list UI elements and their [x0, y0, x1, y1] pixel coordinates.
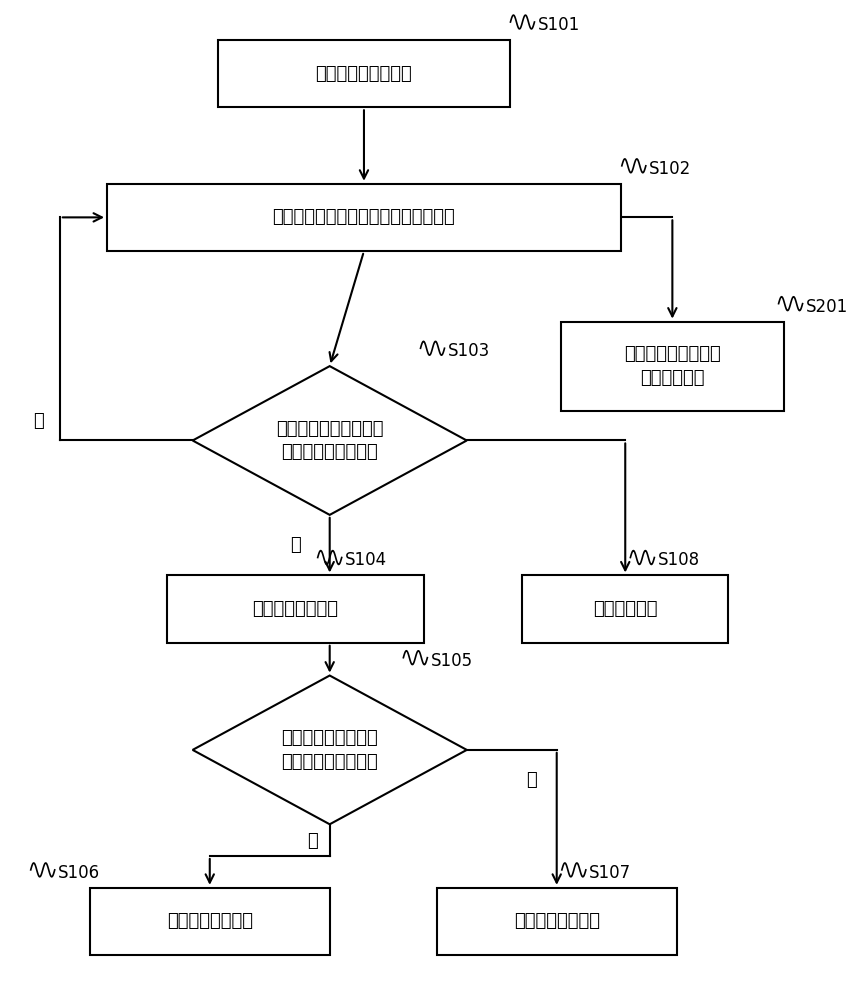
Text: S201: S201 — [806, 298, 849, 316]
FancyBboxPatch shape — [218, 40, 509, 107]
Text: 是: 是 — [307, 832, 318, 850]
Text: 形成再次判断指令: 形成再次判断指令 — [253, 600, 338, 618]
Text: S108: S108 — [657, 551, 700, 569]
FancyBboxPatch shape — [167, 575, 424, 643]
Text: 否: 否 — [290, 536, 301, 554]
FancyBboxPatch shape — [90, 888, 330, 955]
Text: 响应计算机开机指令: 响应计算机开机指令 — [316, 65, 413, 83]
Text: 是: 是 — [33, 412, 44, 430]
Text: S102: S102 — [650, 160, 691, 178]
Text: S107: S107 — [589, 864, 631, 882]
Text: 判断外界温度数值是
否低于基准温度数值: 判断外界温度数值是 否低于基准温度数值 — [281, 729, 378, 771]
Text: 根据开机指令，动态获取外界温度数值: 根据开机指令，动态获取外界温度数值 — [272, 208, 455, 226]
Text: 生成警示指令: 生成警示指令 — [593, 600, 657, 618]
Text: S105: S105 — [431, 652, 473, 670]
Text: S106: S106 — [58, 864, 100, 882]
Text: S103: S103 — [448, 342, 490, 360]
Text: S101: S101 — [538, 16, 580, 34]
Text: 形成功耗调高指令: 形成功耗调高指令 — [167, 912, 253, 930]
Text: 否: 否 — [526, 771, 536, 789]
Text: 判断外界温度数值是否
与基准温度数值一致: 判断外界温度数值是否 与基准温度数值一致 — [276, 420, 383, 461]
FancyBboxPatch shape — [107, 184, 621, 251]
FancyBboxPatch shape — [561, 322, 784, 411]
FancyBboxPatch shape — [522, 575, 728, 643]
Polygon shape — [193, 676, 467, 824]
Text: 形成功耗调低指令: 形成功耗调低指令 — [514, 912, 599, 930]
Polygon shape — [193, 366, 467, 515]
FancyBboxPatch shape — [437, 888, 676, 955]
Text: S104: S104 — [345, 551, 388, 569]
Text: 根据外界温度数值，
形成显示指令: 根据外界温度数值， 形成显示指令 — [624, 345, 721, 387]
